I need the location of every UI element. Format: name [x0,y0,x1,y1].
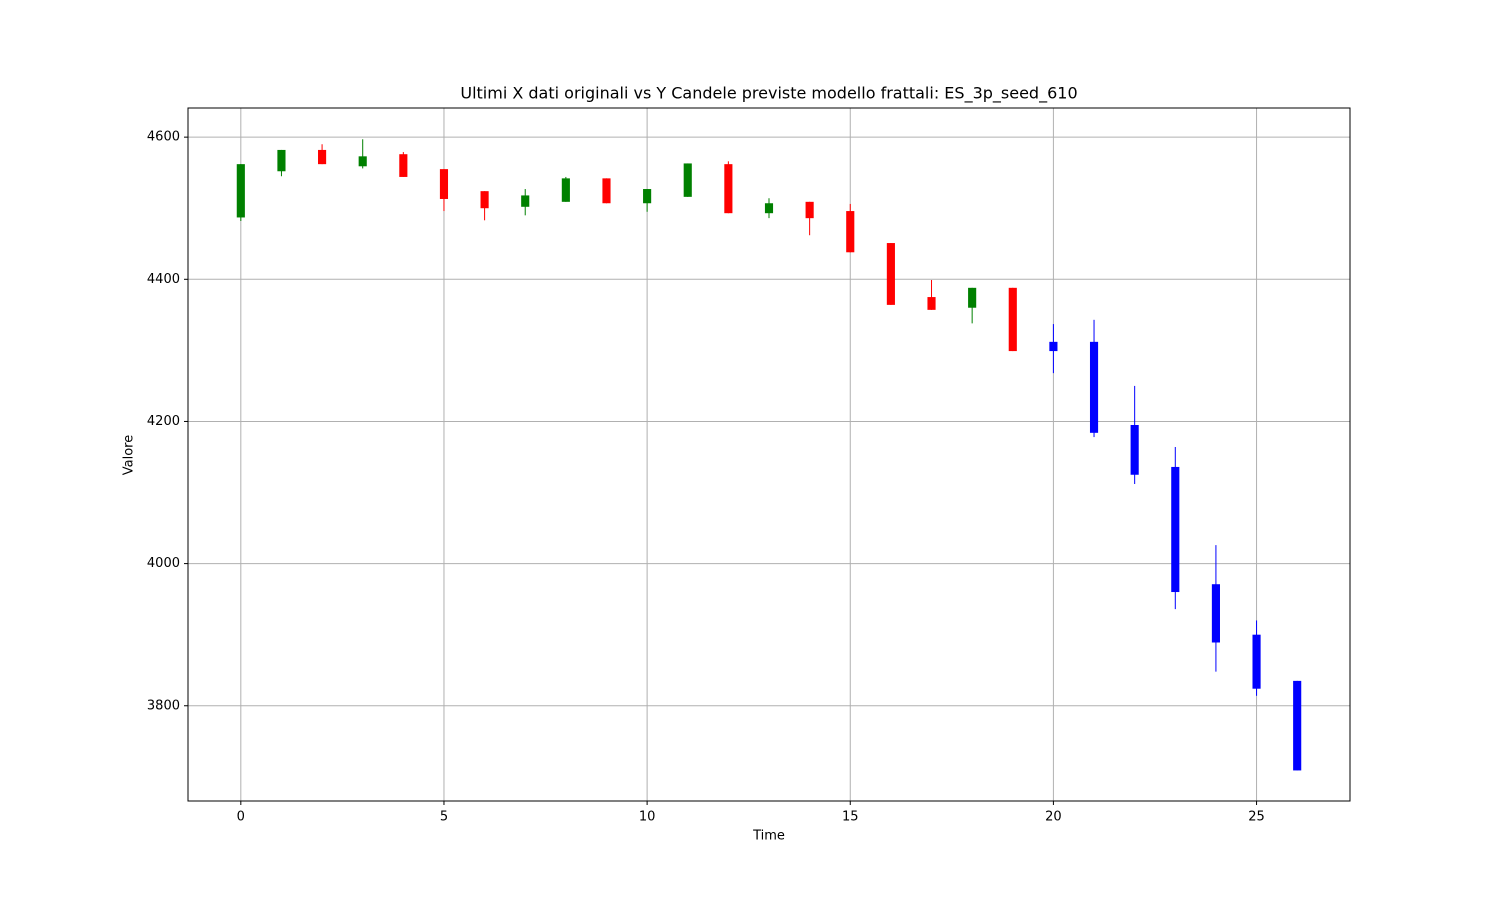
candle-body [1008,287,1017,352]
candle-body [1049,341,1058,352]
chart-title: Ultimi X dati originali vs Y Candele pre… [460,84,1077,104]
candle-body [277,149,286,172]
x-tick-label: 0 [237,810,245,825]
candle-body [399,154,408,177]
candle-body [602,178,611,204]
candle-body [683,163,692,197]
y-tick-label: 4200 [147,414,180,429]
candle-body [1211,584,1220,643]
x-tick-label: 15 [842,810,859,825]
candle-body [846,211,855,253]
candle-body [805,201,814,219]
candle-body [318,149,327,165]
candle-body [561,178,570,202]
x-tick-label: 10 [639,810,656,825]
x-tick-label: 20 [1045,810,1062,825]
candle-body [643,189,652,204]
x-axis-label: Time [752,829,785,844]
candle-body [480,191,489,209]
y-tick-label: 4400 [147,272,180,287]
candle-body [1293,680,1302,771]
x-tick-label: 5 [440,810,448,825]
candle-body [927,297,936,310]
candle-body [886,243,895,305]
y-tick-label: 3800 [147,698,180,713]
x-tick-label: 25 [1248,810,1265,825]
y-tick-label: 4000 [147,556,180,571]
candle-body [236,164,245,218]
candle-body [439,169,449,199]
candle-body [358,156,367,167]
candle-body [521,195,530,207]
candle-body [764,203,774,214]
candle-body [1089,341,1099,433]
y-tick-label: 4600 [147,130,180,145]
candle-body [1252,634,1261,689]
y-axis-label: Valore [122,435,137,475]
candle-body [1171,466,1180,593]
candle-body [1130,425,1139,475]
plot-frame [187,107,1351,802]
candle-body [968,287,977,308]
candle-body [724,164,733,214]
